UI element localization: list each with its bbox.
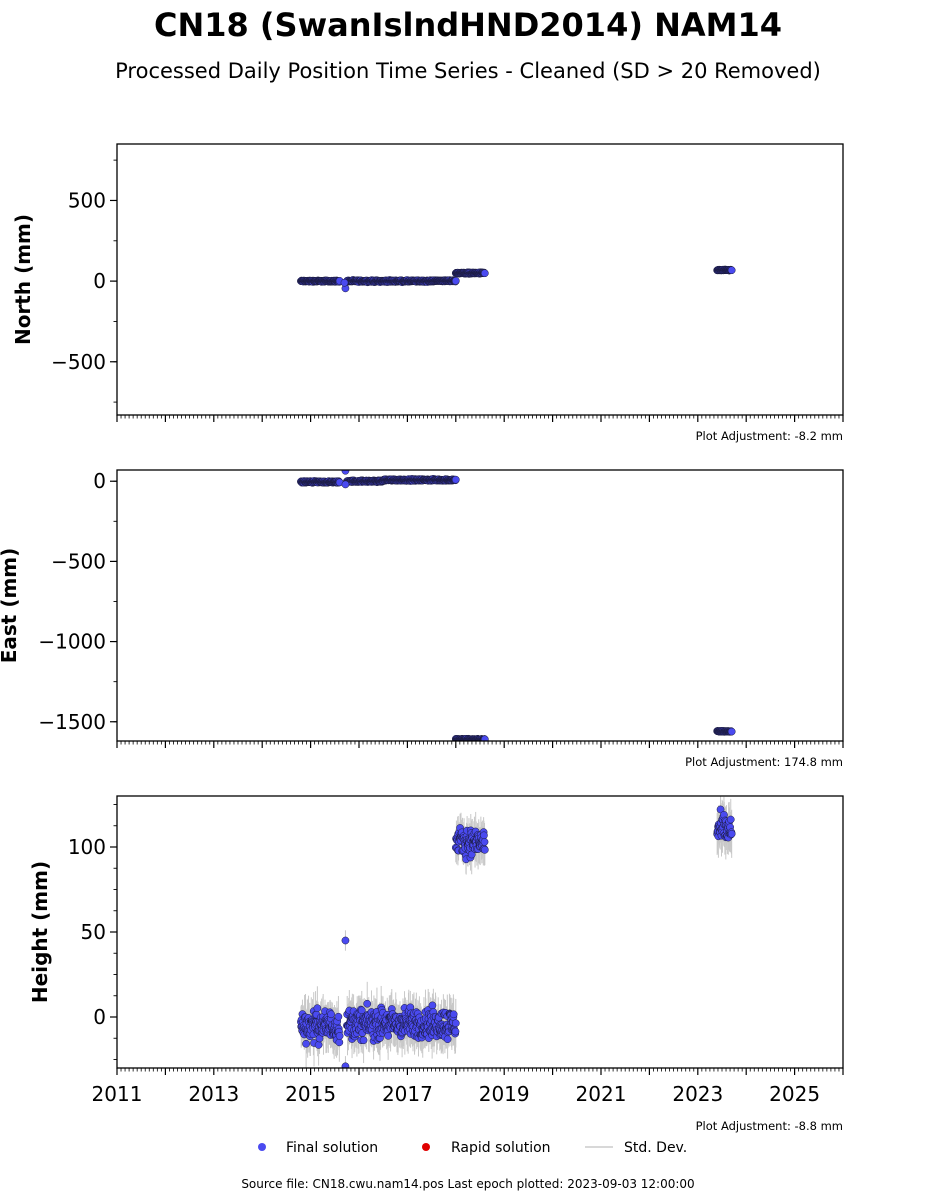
y-tick-label: −1000 — [38, 630, 106, 654]
final-solution-point — [359, 1036, 368, 1045]
legend: Final solution Rapid solution Std. Dev. — [258, 1140, 687, 1156]
final-solution-point — [341, 470, 350, 475]
y-tick-label: 0 — [93, 1005, 106, 1029]
final-solution-point — [451, 1019, 460, 1028]
axes-frame — [116, 143, 844, 416]
final-solution-point — [480, 831, 488, 840]
final-solution-point — [480, 838, 489, 846]
legend-label: Rapid solution — [451, 1140, 551, 1156]
final-solution-point — [340, 278, 349, 287]
data-points — [297, 265, 736, 293]
y-tick-label: 0 — [93, 469, 106, 493]
x-tick-label: 2019 — [479, 1082, 530, 1106]
final-solution-point — [451, 475, 460, 484]
figure-subtitle: Processed Daily Position Time Series - C… — [115, 59, 821, 83]
y-tick-label: 0 — [93, 269, 106, 293]
legend-label: Std. Dev. — [624, 1140, 687, 1156]
final-solution-point — [384, 1032, 393, 1040]
final-solution-point — [727, 266, 736, 275]
x-tick-label: 2025 — [769, 1082, 820, 1106]
final-solution-point — [451, 1027, 460, 1036]
x-tick-label: 2017 — [382, 1082, 433, 1106]
x-tick-label: 2013 — [188, 1082, 239, 1106]
y-axis-label: Height (mm) — [28, 861, 52, 1003]
source-footer: Source file: CN18.cwu.nam14.pos Last epo… — [241, 1177, 694, 1191]
panel-3: 100 50 0 2011 2013 2015 2017 2019 2021 2023 2025 He… — [28, 795, 844, 1133]
final-solution-point — [327, 1010, 335, 1019]
y-tick-label: 100 — [68, 835, 106, 859]
final-solution-point — [443, 1035, 452, 1044]
y-tick-label: −500 — [51, 350, 106, 374]
y-axis-label: East (mm) — [0, 548, 21, 664]
y-axis-label: North (mm) — [11, 214, 35, 345]
x-tick-label: 2021 — [576, 1082, 627, 1106]
y-tick-label: 50 — [81, 920, 106, 944]
final-solution-point — [341, 480, 350, 489]
y-tick-label: −1500 — [38, 710, 106, 734]
final-solution-point — [727, 727, 736, 736]
final-solution-point — [341, 936, 350, 945]
final-solution-point — [480, 846, 489, 854]
final-solution-point — [451, 276, 460, 285]
y-tick-label: −500 — [51, 549, 106, 573]
legend-label: Final solution — [286, 1140, 378, 1156]
final-solution-point — [716, 805, 725, 814]
final-solution-point — [467, 850, 476, 859]
final-solution-point — [726, 815, 735, 824]
final-solution-point — [449, 1010, 458, 1019]
plot-adjustment-note: Plot Adjustment: -8.2 mm — [696, 429, 843, 443]
final-solution-point — [341, 1062, 350, 1068]
final-solution-point — [314, 1041, 323, 1049]
final-solution-point — [363, 999, 372, 1008]
axes-frame — [116, 469, 844, 742]
y-tick-label: 500 — [68, 188, 106, 212]
final-solution-point — [302, 1039, 310, 1048]
final-solution-point — [335, 1038, 344, 1047]
panel-1: 500 0 −500 North (mm) Plot Adjustment: -8.2 … — [11, 143, 844, 443]
final-solution-point — [313, 1004, 322, 1013]
data-points — [297, 796, 736, 1068]
x-tick-label: 2011 — [92, 1082, 143, 1106]
final-solution-point — [480, 269, 489, 278]
legend-marker — [422, 1143, 430, 1151]
x-tick-label: 2015 — [285, 1082, 336, 1106]
final-solution-point — [334, 1012, 343, 1021]
final-solution-point — [428, 1001, 437, 1010]
panel-2: 0 −500 −1000 −1500 East (mm) Plot Adjustment:… — [0, 469, 844, 769]
figure-title: CN18 (SwanIslndHND2014) NAM14 — [154, 6, 782, 44]
data-points — [297, 470, 736, 741]
plot-adjustment-note: Plot Adjustment: -8.8 mm — [696, 1119, 843, 1133]
plot-adjustment-note: Plot Adjustment: 174.8 mm — [685, 755, 843, 769]
final-solution-point — [727, 829, 736, 838]
legend-marker — [258, 1143, 266, 1151]
final-solution-point — [335, 1032, 344, 1040]
x-tick-label: 2023 — [672, 1082, 723, 1106]
final-solution-point — [480, 735, 489, 741]
